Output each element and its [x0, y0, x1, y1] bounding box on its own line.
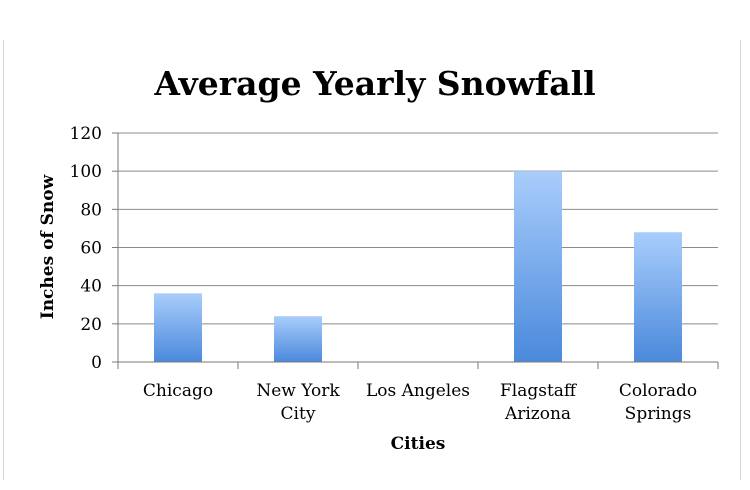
- x-category-label: Flagstaff: [500, 381, 578, 401]
- axes: [112, 132, 719, 369]
- bar: [154, 293, 202, 362]
- bar: [634, 232, 682, 362]
- x-category-label: Springs: [625, 404, 692, 424]
- grid-lines: [118, 132, 718, 325]
- x-category-labels: Chicago New York City Los Angeles Flagstaff A…: [143, 381, 697, 424]
- y-axis-label: Inches of Snow: [38, 174, 58, 319]
- chart-title: Average Yearly Snowfall: [153, 64, 595, 103]
- x-category-label: Chicago: [143, 381, 213, 401]
- x-category-label: Colorado: [619, 381, 697, 401]
- y-tick-label: 40: [80, 277, 102, 297]
- x-axis-label: Cities: [391, 434, 446, 454]
- x-category-label: Los Angeles: [366, 381, 470, 401]
- x-category-label: Arizona: [504, 404, 571, 424]
- y-tick-label: 100: [70, 162, 102, 182]
- bar: [274, 316, 322, 362]
- y-tick-label: 60: [80, 239, 102, 259]
- y-tick-labels: 0 20 40 60 80 100 120: [70, 124, 102, 373]
- frame-edge: [3, 40, 4, 480]
- y-tick-label: 20: [80, 315, 102, 335]
- x-category-label: New York: [256, 381, 340, 401]
- y-tick-label: 120: [70, 124, 102, 144]
- y-tick-label: 80: [80, 200, 102, 220]
- bar: [514, 171, 562, 362]
- bars: [154, 171, 682, 362]
- frame-edge: [740, 40, 741, 480]
- x-category-label: City: [281, 404, 316, 424]
- y-tick-label: 0: [91, 353, 102, 373]
